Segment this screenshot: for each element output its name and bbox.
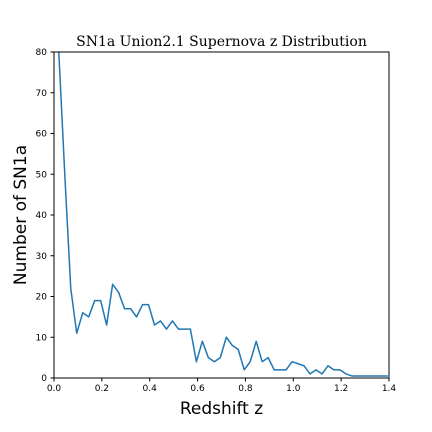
ticks: 0.0 0.2 0.4 0.6 0.8 1.0 1.2 1.4 0 10 20 30 40 50 60 70 8… (36, 48, 397, 394)
series-line (58, 51, 388, 377)
y-tick-label: 30 (36, 252, 48, 262)
x-axis-label: Redshift z (180, 399, 263, 419)
plot-frame (53, 51, 390, 379)
x-tick-label: 0.0 (47, 384, 62, 394)
x-tick-label: 0.2 (95, 384, 109, 394)
y-tick-label: 50 (36, 170, 48, 180)
y-tick-label: 60 (36, 130, 48, 140)
y-tick-label: 70 (36, 89, 48, 99)
x-tick-label: 0.6 (190, 384, 205, 394)
y-tick-label: 0 (41, 374, 47, 384)
y-tick-label: 40 (36, 211, 48, 221)
x-tick-label: 1.4 (382, 384, 397, 394)
x-tick-label: 1.2 (334, 384, 348, 394)
chart-title: SN1a Union2.1 Supernova z Distribution (76, 34, 367, 50)
x-tick-label: 1.0 (286, 384, 301, 394)
y-tick-label: 80 (36, 48, 48, 58)
y-axis-label: Number of SN1a (11, 145, 31, 285)
x-tick-label: 0.4 (143, 384, 158, 394)
y-tick-label: 20 (36, 293, 48, 303)
y-tick-label: 10 (36, 333, 48, 343)
x-tick-label: 0.8 (238, 384, 253, 394)
